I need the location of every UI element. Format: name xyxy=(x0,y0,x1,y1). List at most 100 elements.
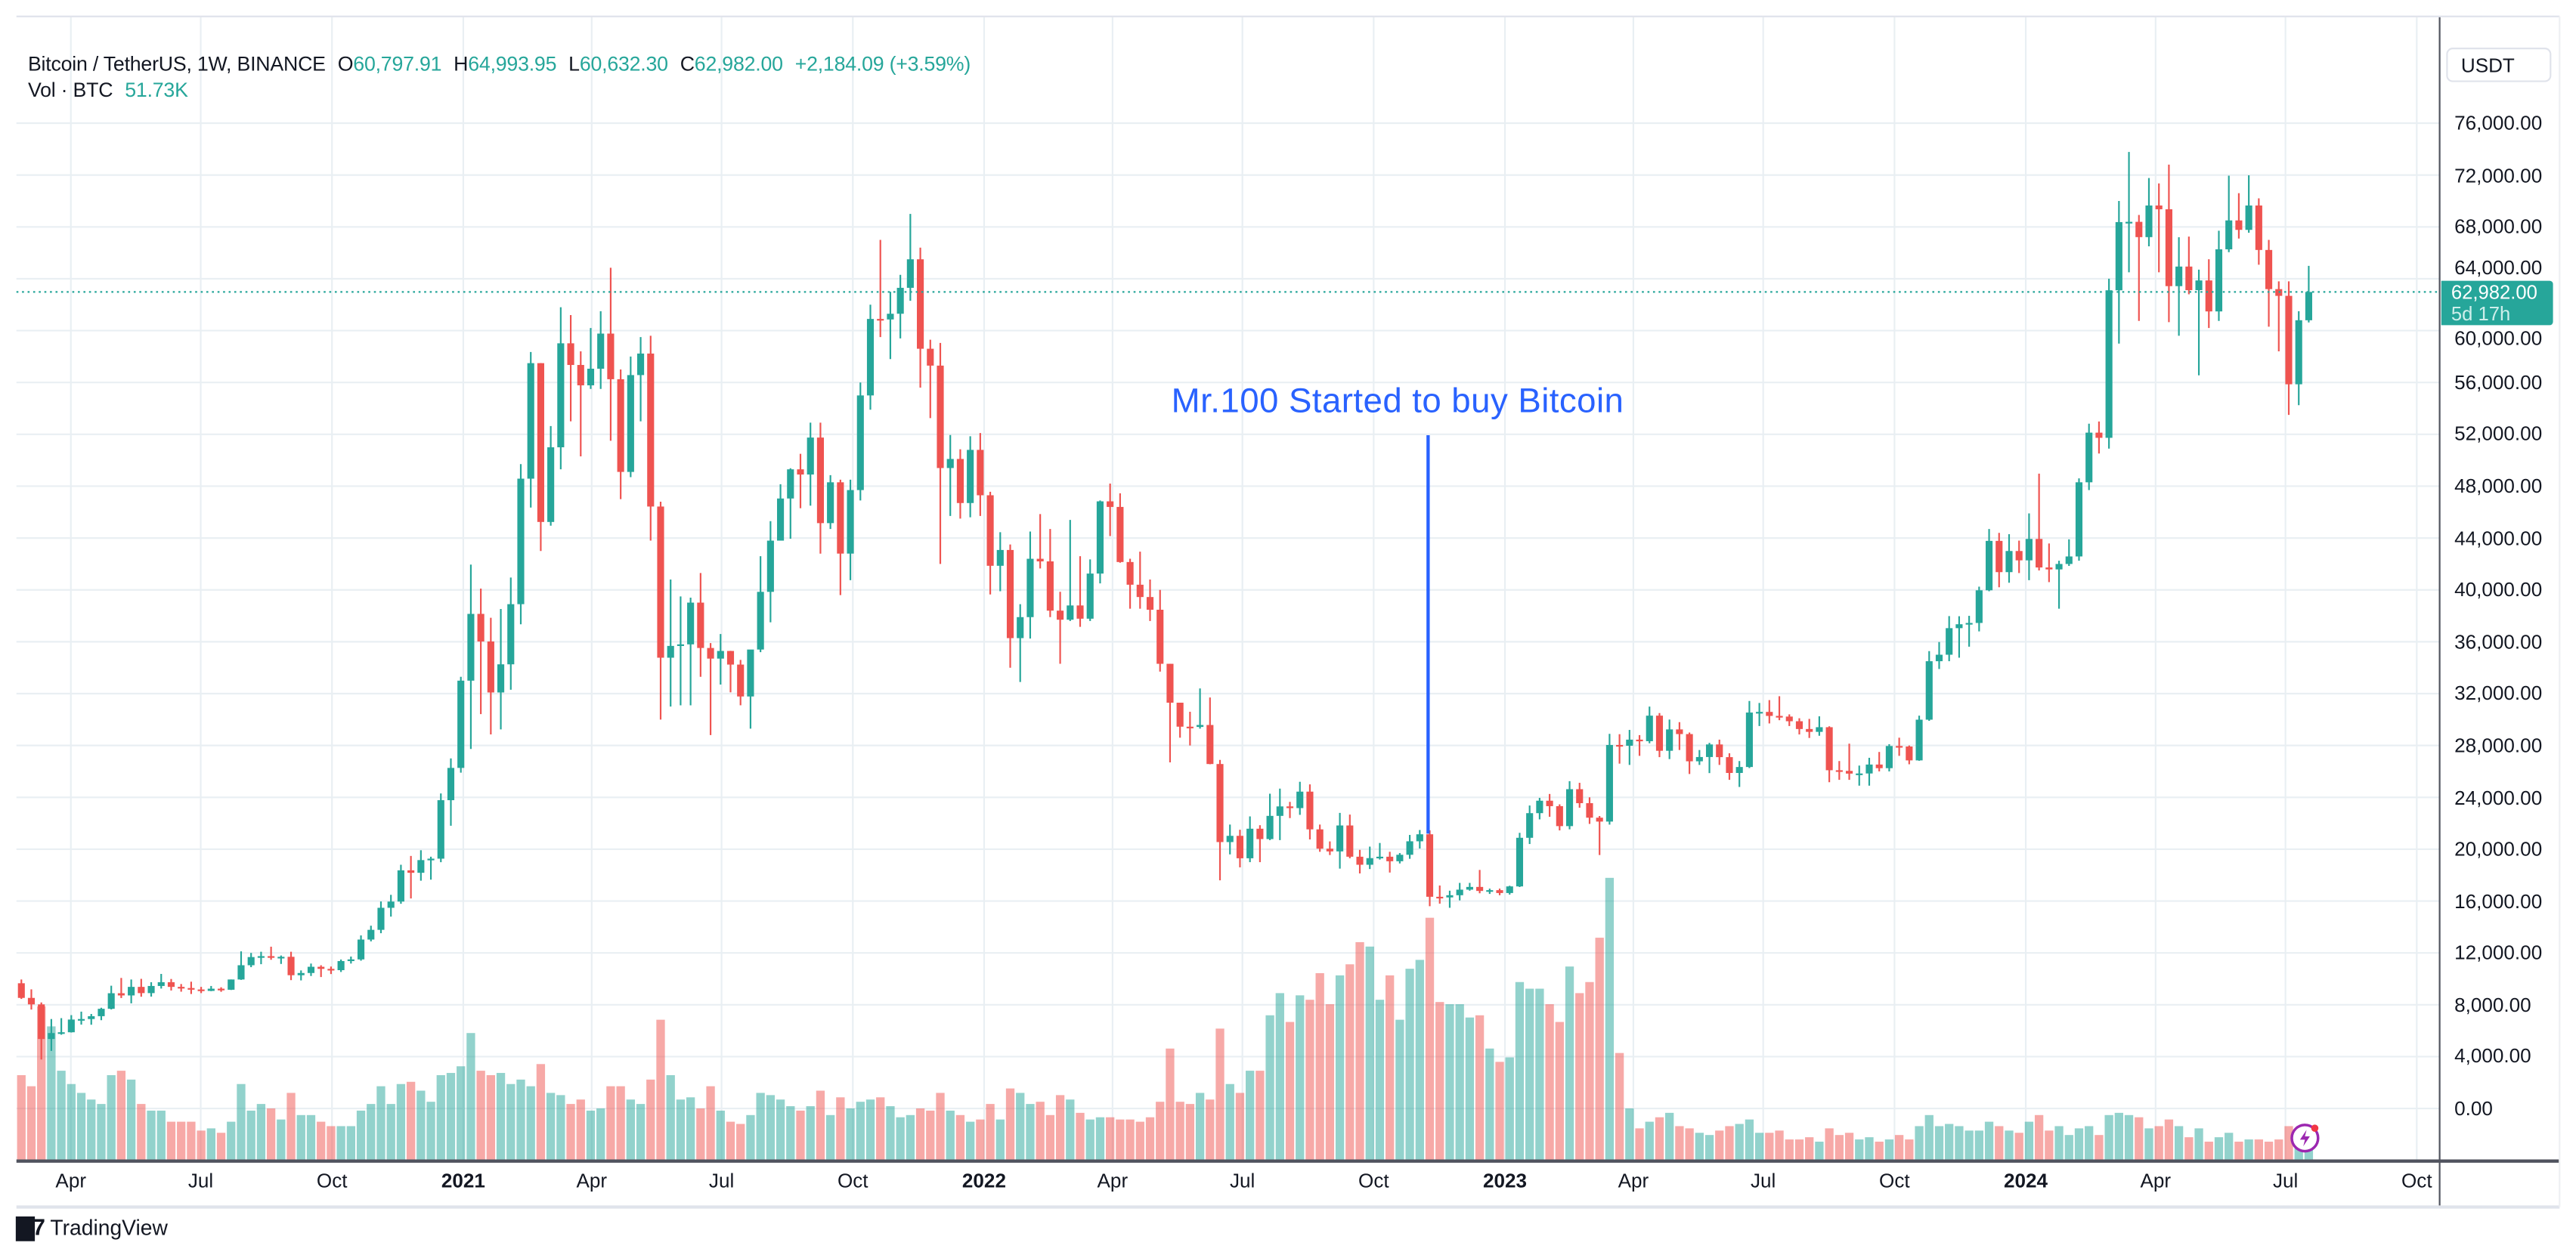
candle[interactable] xyxy=(197,987,205,994)
candle[interactable] xyxy=(1975,586,1983,632)
volume-label[interactable]: Vol · BTC xyxy=(27,79,113,102)
candle[interactable] xyxy=(1366,846,1373,870)
candle[interactable] xyxy=(777,484,785,541)
candle[interactable] xyxy=(1676,722,1683,750)
candle[interactable] xyxy=(297,970,305,981)
candle[interactable] xyxy=(647,335,655,541)
candle[interactable] xyxy=(1416,830,1423,849)
candle[interactable] xyxy=(797,453,804,508)
candle[interactable] xyxy=(1086,559,1094,621)
candle[interactable] xyxy=(1835,761,1843,781)
candle[interactable] xyxy=(237,951,245,980)
candle[interactable] xyxy=(2265,240,2273,327)
candle[interactable] xyxy=(887,292,894,360)
candle[interactable] xyxy=(1705,743,1714,774)
candle[interactable] xyxy=(178,984,185,992)
candle[interactable] xyxy=(1076,556,1084,627)
candle[interactable] xyxy=(457,676,465,773)
candle[interactable] xyxy=(2205,259,2212,329)
candle[interactable] xyxy=(1186,712,1194,746)
candle[interactable] xyxy=(537,363,544,552)
candle[interactable] xyxy=(1516,833,1524,888)
candle[interactable] xyxy=(2285,281,2293,416)
candle[interactable] xyxy=(317,965,325,978)
candle[interactable] xyxy=(1616,734,1624,764)
candle[interactable] xyxy=(847,479,854,580)
candle[interactable] xyxy=(1306,784,1314,840)
candle[interactable] xyxy=(1266,793,1274,840)
candle[interactable] xyxy=(307,963,315,976)
candle[interactable] xyxy=(1116,493,1124,563)
candle[interactable] xyxy=(1536,797,1543,820)
candle[interactable] xyxy=(1946,616,1953,662)
candle[interactable] xyxy=(1695,750,1703,765)
candle[interactable] xyxy=(697,573,704,677)
candle[interactable] xyxy=(357,935,365,961)
candle[interactable] xyxy=(38,1002,45,1060)
candle[interactable] xyxy=(1995,533,2003,588)
candle[interactable] xyxy=(1906,745,1913,765)
candle[interactable] xyxy=(2065,539,2073,566)
candle[interactable] xyxy=(1735,761,1743,787)
candle[interactable] xyxy=(2095,421,2103,454)
candle[interactable] xyxy=(117,978,125,998)
candle[interactable] xyxy=(2145,178,2153,247)
candle[interactable] xyxy=(1776,696,1783,721)
candle[interactable] xyxy=(2185,236,2193,295)
candle[interactable] xyxy=(2085,423,2093,490)
candle[interactable] xyxy=(1006,544,1014,668)
candle[interactable] xyxy=(187,981,195,994)
candle[interactable] xyxy=(1686,732,1693,774)
candle[interactable] xyxy=(937,342,944,564)
candle[interactable] xyxy=(1166,663,1174,762)
candle[interactable] xyxy=(896,274,904,338)
candle[interactable] xyxy=(1636,734,1643,756)
candle[interactable] xyxy=(956,449,964,519)
candle[interactable] xyxy=(2025,513,2033,580)
candle[interactable] xyxy=(17,979,25,1000)
candle[interactable] xyxy=(2235,193,2243,239)
candle[interactable] xyxy=(557,307,565,470)
candle[interactable] xyxy=(587,328,595,389)
candle[interactable] xyxy=(577,351,584,456)
candle[interactable] xyxy=(1526,805,1534,845)
candle[interactable] xyxy=(1226,824,1234,855)
candle[interactable] xyxy=(627,356,634,478)
candle[interactable] xyxy=(597,311,605,389)
candle[interactable] xyxy=(1586,797,1593,824)
candle[interactable] xyxy=(27,989,36,1010)
candle[interactable] xyxy=(377,901,385,934)
candle[interactable] xyxy=(856,382,864,501)
candle[interactable] xyxy=(427,856,435,880)
candle[interactable] xyxy=(1067,520,1074,621)
candle[interactable] xyxy=(1845,743,1853,781)
candle[interactable] xyxy=(2165,164,2172,323)
candle[interactable] xyxy=(157,973,165,989)
candle[interactable] xyxy=(387,895,395,917)
candle[interactable] xyxy=(1666,719,1673,759)
candle[interactable] xyxy=(1576,783,1584,808)
candle[interactable] xyxy=(1985,529,1993,592)
candle[interactable] xyxy=(717,634,724,685)
candle[interactable] xyxy=(607,267,615,441)
candle[interactable] xyxy=(1816,716,1823,736)
candle[interactable] xyxy=(467,564,475,750)
candle[interactable] xyxy=(1146,580,1154,621)
candle[interactable] xyxy=(1795,718,1804,735)
candle[interactable] xyxy=(1296,781,1304,815)
candle[interactable] xyxy=(1766,700,1773,724)
candle[interactable] xyxy=(1785,714,1793,726)
candle[interactable] xyxy=(1276,788,1283,840)
candle[interactable] xyxy=(1925,651,1933,722)
candle[interactable] xyxy=(1565,781,1574,830)
candle[interactable] xyxy=(1246,816,1254,863)
candle[interactable] xyxy=(397,864,404,904)
candle[interactable] xyxy=(2305,265,2312,323)
candle[interactable] xyxy=(2105,278,2113,449)
candle[interactable] xyxy=(88,1014,95,1025)
candle[interactable] xyxy=(1646,706,1653,743)
candle[interactable] xyxy=(1476,870,1484,894)
candle[interactable] xyxy=(1316,824,1324,852)
candle[interactable] xyxy=(747,649,754,729)
candle[interactable] xyxy=(347,956,355,964)
